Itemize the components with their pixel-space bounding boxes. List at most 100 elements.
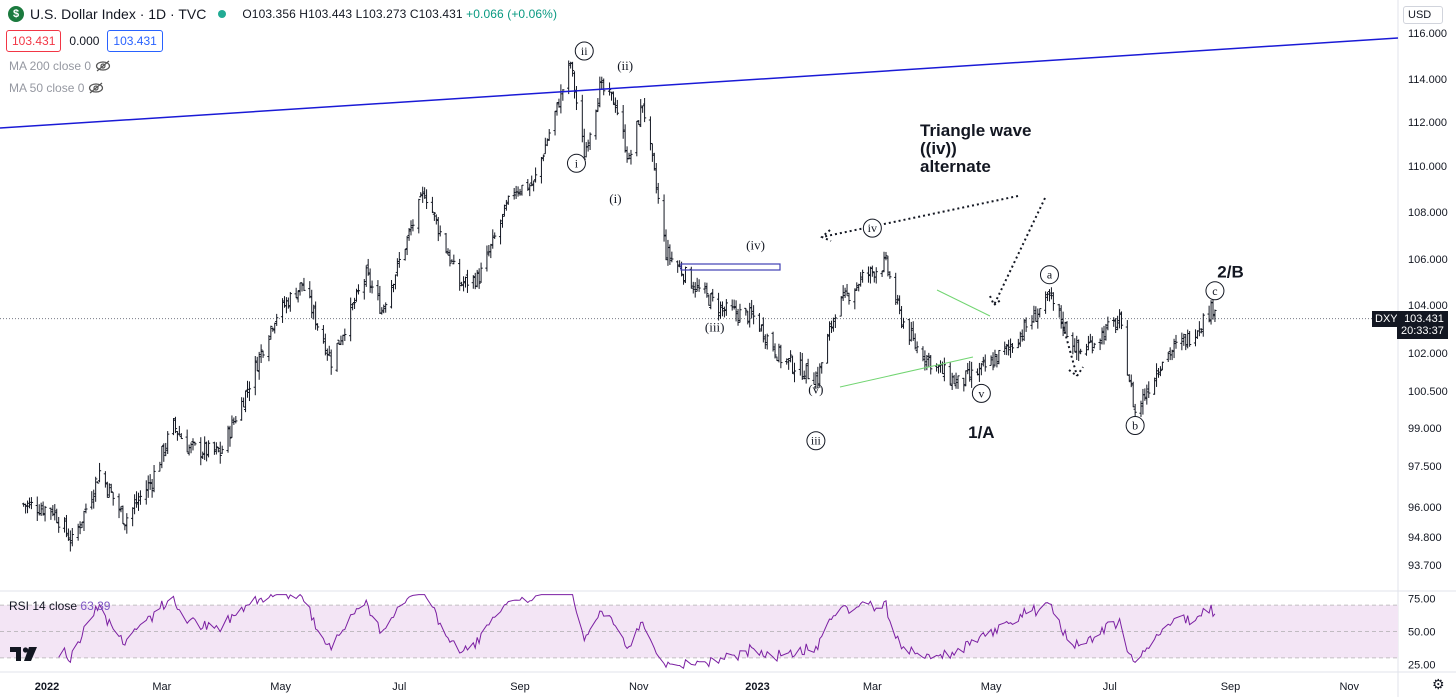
- ohlc-bar: [94, 476, 98, 502]
- ohlc-bar: [444, 232, 448, 254]
- ohlc-bar: [697, 279, 701, 292]
- ohlc-bar: [255, 356, 259, 372]
- ohlc-bar: [543, 137, 547, 155]
- ohlc-bar: [1197, 321, 1201, 337]
- ohlc-bar: [136, 492, 141, 511]
- ohlc-bar: [1207, 305, 1211, 323]
- ohlc-bar: [296, 290, 300, 303]
- ohlc-bar: [160, 445, 164, 469]
- triangle-lower-line: [839, 356, 974, 388]
- bid-ask-row: 103.431 0.000 103.431: [6, 30, 163, 52]
- ohlc-bar: [90, 491, 94, 510]
- ohlc-bar: [1133, 403, 1137, 418]
- tv-logo-mark: [10, 647, 37, 661]
- ohlc-bar: [1114, 318, 1118, 334]
- drawings: [0, 37, 1399, 388]
- ohlc-bar: [533, 167, 538, 183]
- ohlc-bar: [465, 269, 470, 293]
- ohlc-bar: [602, 78, 606, 96]
- eye-hidden-icon[interactable]: [95, 60, 111, 72]
- ohlc-bar: [243, 390, 248, 413]
- time-axis[interactable]: 2022 Mar May Jul Sep Nov 2023 Mar May Jul Sep Nov: [35, 681, 1360, 693]
- tradingview-logo-icon[interactable]: [10, 646, 40, 667]
- ohlc-bar: [471, 275, 475, 289]
- buy-price-button[interactable]: 103.431: [107, 30, 163, 52]
- symbol-title[interactable]: U.S. Dollar Index · 1D · TVC: [30, 6, 207, 22]
- ohlc-bar: [164, 442, 168, 457]
- ohlc-bar: [1145, 384, 1149, 405]
- ohlc-bar: [954, 372, 958, 389]
- ohlc-bar: [493, 232, 497, 239]
- ohlc-bar: [177, 425, 181, 436]
- ohlc-bar: [874, 267, 878, 284]
- rsi-tick-label: 75.00: [1408, 594, 1436, 606]
- ohlc-bar: [23, 503, 28, 514]
- ohlc-bar: [206, 440, 211, 458]
- ohlc-bar: [884, 251, 888, 261]
- eye-hidden-icon[interactable]: [88, 82, 104, 94]
- ohlc-bar: [134, 491, 139, 508]
- ohlc-bar: [228, 425, 232, 447]
- ohlc-bar: [528, 183, 532, 197]
- ohlc-bar: [859, 272, 863, 287]
- ohlc-bar: [152, 465, 156, 493]
- ma200-legend[interactable]: MA 200 close 0: [9, 59, 111, 73]
- triangle-upper-line: [936, 289, 991, 317]
- ohlc-bar: [70, 527, 74, 547]
- ohlc-bar: [187, 444, 191, 456]
- sell-price-button[interactable]: 103.431: [6, 30, 62, 52]
- ohlc-bar: [1032, 305, 1036, 323]
- ohlc-bar: [300, 282, 304, 292]
- ohlc-bar: [561, 89, 565, 101]
- ohlc-bar: [1057, 303, 1061, 318]
- ohlc-bar: [1010, 343, 1015, 353]
- ohlc-bar: [1158, 366, 1163, 377]
- ohlc-bar: [1143, 388, 1147, 401]
- dotted-arrow: [1061, 321, 1078, 377]
- ohlc-bar: [158, 461, 162, 472]
- ma50-legend[interactable]: MA 50 close 0: [9, 81, 104, 95]
- x-tick-label: Mar: [152, 681, 171, 693]
- wave-label: 1/A: [968, 423, 994, 442]
- ohlc-bar: [273, 322, 277, 334]
- ohlc-bar: [49, 507, 53, 520]
- ohlc-bar: [421, 186, 425, 203]
- ohlc-bar: [96, 481, 100, 484]
- ohlc-bar: [594, 109, 598, 140]
- ohlc-bar: [1174, 334, 1178, 349]
- ohlc-bar: [676, 260, 680, 273]
- ohlc-bar: [461, 276, 466, 292]
- ohlc-bar: [1049, 287, 1054, 300]
- ohlc-bar: [1170, 349, 1174, 361]
- ohlc-bar: [584, 142, 588, 158]
- ohlc-bar: [530, 175, 534, 187]
- ohlc-bar: [1047, 289, 1052, 302]
- rsi-tick-label: 50.00: [1408, 627, 1436, 639]
- rsi-legend[interactable]: RSI 14 close 63.39: [9, 599, 110, 613]
- ohlc-bar: [695, 277, 699, 292]
- ohlc-bar: [424, 189, 429, 209]
- ohlc-bar: [1141, 388, 1145, 415]
- ohlc-bar: [500, 213, 505, 228]
- currency-selector[interactable]: USD: [1403, 6, 1443, 24]
- x-tick-label: Nov: [629, 681, 649, 693]
- x-tick-label: May: [981, 681, 1002, 693]
- ohlc-bar: [730, 299, 734, 311]
- ohlc-bar: [411, 219, 415, 232]
- ohlc-bar: [853, 288, 857, 310]
- price-bars: [22, 60, 1217, 552]
- ohlc-bar: [621, 104, 625, 139]
- ohlc-bar: [759, 324, 763, 332]
- ohlc-bar: [732, 299, 736, 310]
- price-axis[interactable]: 116.000 114.000 112.000 110.000 108.000 106.0…: [1408, 28, 1448, 671]
- ohlc-bar: [51, 505, 55, 517]
- ohlc-bar: [539, 157, 544, 184]
- ohlc-bar: [506, 195, 510, 205]
- x-tick-label: Sep: [1221, 681, 1241, 693]
- ohlc-bar: [1092, 342, 1096, 349]
- ohlc-bar: [1100, 327, 1104, 345]
- y-tick-label: 97.500: [1408, 461, 1442, 473]
- gear-icon[interactable]: ⚙: [1432, 676, 1445, 692]
- ohlc-bar: [623, 124, 627, 153]
